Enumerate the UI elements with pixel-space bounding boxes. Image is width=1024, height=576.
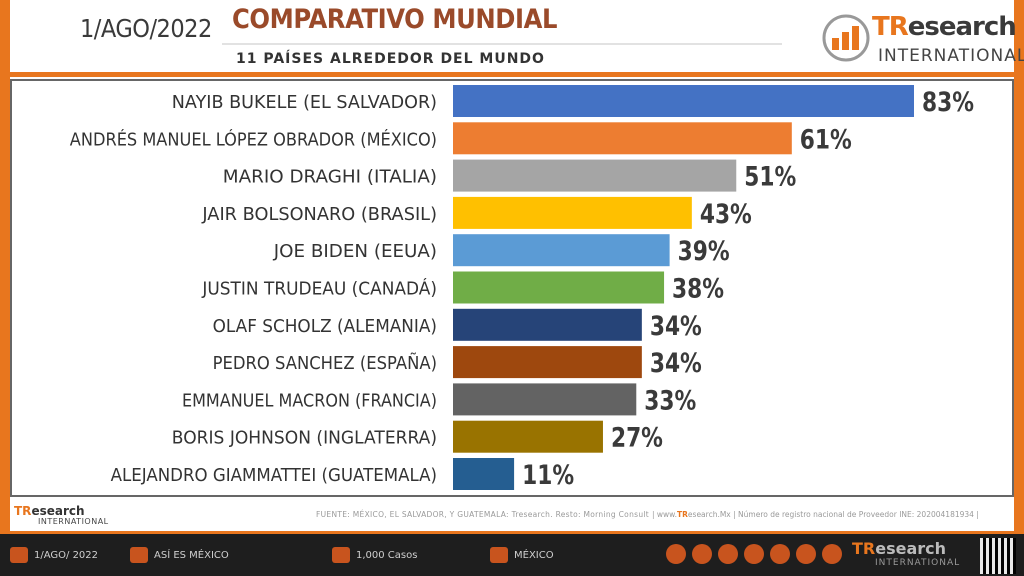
logo-chart-icon [822, 14, 870, 62]
calendar-icon [10, 547, 28, 563]
qr-code[interactable] [980, 538, 1016, 574]
category-label: ALEJANDRO GIAMMATTEI (GUATEMALA) [111, 465, 437, 486]
social-links [666, 544, 842, 564]
bar [453, 346, 642, 379]
value-label: 38% [672, 274, 724, 305]
category-label: EMMANUEL MACRON (FRANCIA) [182, 390, 437, 411]
category-label: NAYIB BUKELE (EL SALVADOR) [172, 92, 437, 113]
value-label: 11% [522, 460, 574, 491]
people-icon [490, 547, 508, 563]
cases-icon [332, 547, 350, 563]
left-accent-strip [0, 0, 10, 576]
category-label: PEDRO SANCHEZ (ESPAÑA) [213, 352, 437, 374]
youtube-icon[interactable] [822, 544, 842, 564]
mini-logo: TResearch [14, 504, 85, 518]
tresearch-logo: TResearch INTERNATIONAL [820, 12, 1024, 68]
category-label: MARIO DRAGHI (ITALIA) [223, 167, 437, 188]
category-label: JAIR BOLSONARO (BRASIL) [201, 204, 437, 225]
footer-date: 1/AGO/ 2022 [10, 547, 98, 563]
bar [453, 159, 737, 192]
messenger-icon[interactable] [718, 544, 738, 564]
logo-international: INTERNATIONAL [878, 46, 1024, 66]
header: 1/AGO/2022 COMPARATIVO MUNDIAL 11 PAÍSES… [10, 0, 1024, 72]
category-label: JUSTIN TRUDEAU (CANADÁ) [201, 278, 437, 300]
value-label: 33% [644, 385, 696, 416]
linkedin-icon[interactable] [796, 544, 816, 564]
phone-icon[interactable] [692, 544, 712, 564]
value-label: 39% [678, 236, 730, 267]
value-label: 61% [800, 124, 852, 155]
footer-section: ASÍ ES MÉXICO [130, 547, 229, 563]
twitter-icon[interactable] [744, 544, 764, 564]
bar [453, 196, 692, 229]
value-label: 51% [744, 162, 796, 193]
registration-note: | www.TResearch.Mx | Número de registro … [652, 510, 979, 519]
source-note: FUENTE: MÉXICO, EL SALVADOR, Y GUATEMALA… [316, 510, 650, 519]
map-icon [130, 547, 148, 563]
value-label: 83% [922, 87, 974, 118]
bar [453, 85, 914, 117]
value-label: 34% [650, 348, 702, 379]
bar [453, 122, 792, 155]
header-date: 1/AGO/2022 [80, 14, 212, 43]
logo-wordmark: TResearch [872, 12, 1017, 42]
bar [453, 458, 515, 490]
page-subtitle: 11 PAÍSES ALREDEDOR DEL MUNDO [236, 51, 545, 67]
value-label: 27% [611, 423, 663, 454]
footer-logo: TResearch [852, 539, 947, 558]
category-label: OLAF SCHOLZ (ALEMANIA) [213, 316, 437, 337]
bar [453, 308, 642, 341]
footer-logo-international: INTERNATIONAL [875, 558, 961, 568]
web-icon[interactable] [666, 544, 686, 564]
title-divider [222, 43, 782, 45]
mini-logo-international: INTERNATIONAL [38, 517, 109, 526]
category-label: ANDRÉS MANUEL LÓPEZ OBRADOR (MÉXICO) [70, 128, 437, 150]
source-row: TResearch INTERNATIONAL FUENTE: MÉXICO, … [10, 500, 1014, 530]
category-label: JOE BIDEN (EEUA) [273, 241, 437, 262]
value-label: 34% [650, 311, 702, 342]
footer: 1/AGO/ 2022 ASÍ ES MÉXICO 1,000 Casos MÉ… [0, 531, 1024, 576]
chart-box: NAYIB BUKELE (EL SALVADOR) 83% ANDRÉS MANU… [10, 79, 1014, 497]
right-accent-strip [1014, 0, 1024, 576]
bar [453, 234, 670, 267]
value-label: 43% [700, 199, 752, 230]
bar [453, 271, 665, 304]
category-label: BORIS JOHNSON (INGLATERRA) [172, 428, 437, 449]
page-title: COMPARATIVO MUNDIAL [232, 4, 558, 35]
footer-country: MÉXICO [490, 547, 554, 563]
header-orange-bar [10, 72, 1014, 77]
bar [453, 420, 603, 453]
facebook-icon[interactable] [770, 544, 790, 564]
footer-cases: 1,000 Casos [332, 547, 417, 563]
bar [453, 383, 637, 416]
bar-chart: NAYIB BUKELE (EL SALVADOR) 83% ANDRÉS MANU… [70, 85, 974, 491]
